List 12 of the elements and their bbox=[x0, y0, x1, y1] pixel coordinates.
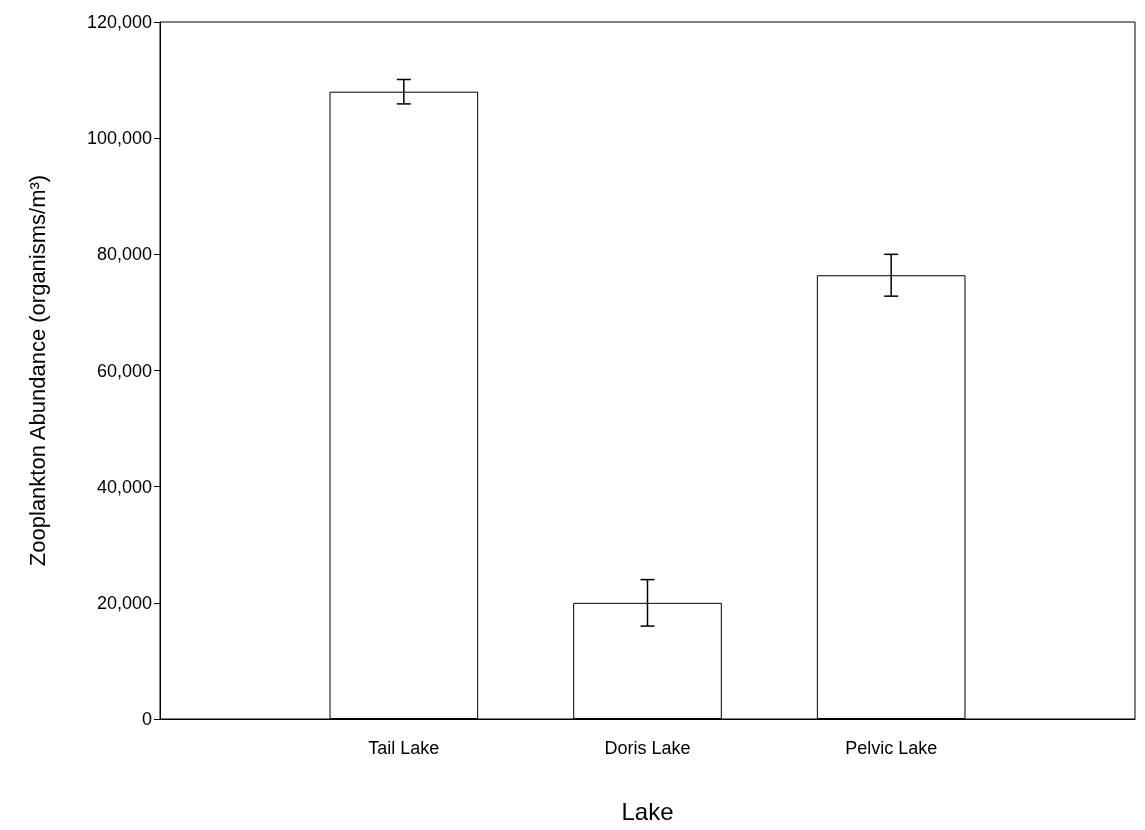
x-tick-label: Doris Lake bbox=[604, 738, 691, 758]
y-tick-label: 80,000 bbox=[96, 244, 152, 265]
x-tick-label: Pelvic Lake bbox=[845, 738, 938, 758]
y-tick-label: 120,000 bbox=[86, 12, 152, 32]
y-tick-label: 100,000 bbox=[86, 128, 152, 149]
y-tick-label: 60,000 bbox=[96, 360, 152, 381]
y-tick-label: 0 bbox=[141, 709, 152, 729]
x-tick-label: Tail Lake bbox=[368, 738, 440, 758]
x-axis-title: Lake bbox=[621, 797, 674, 825]
y-axis-title: Zooplankton Abundance (organisms/m³) bbox=[24, 174, 50, 567]
y-tick-label: 20,000 bbox=[96, 592, 152, 613]
y-tick-label: 40,000 bbox=[96, 476, 152, 497]
